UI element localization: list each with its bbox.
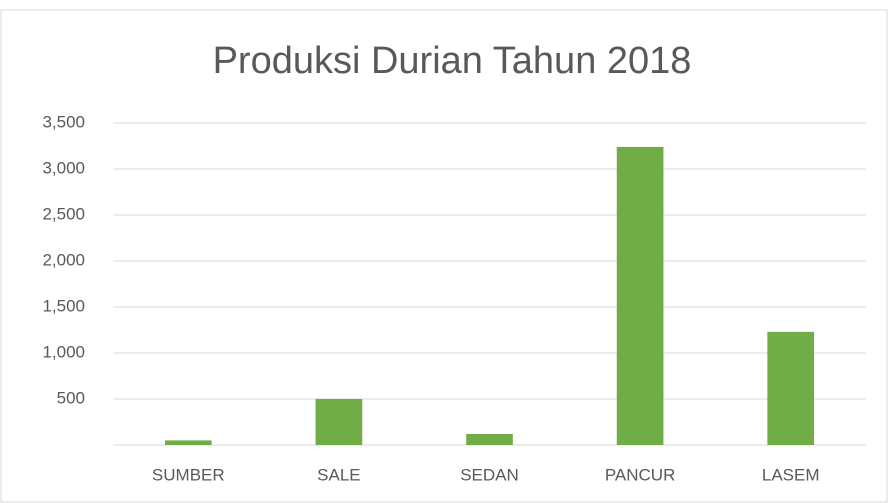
bar <box>466 433 513 445</box>
y-tick-label: 2,500 <box>42 204 85 223</box>
x-tick-label: SEDAN <box>460 465 519 484</box>
y-tick-label: 3,000 <box>42 158 85 177</box>
x-tick-label: SUMBER <box>152 465 225 484</box>
x-tick-label: PANCUR <box>605 465 676 484</box>
bar <box>164 440 212 445</box>
y-tick-label: 1,000 <box>42 342 85 361</box>
chart-title: Produksi Durian Tahun 2018 <box>213 40 692 82</box>
x-tick-label: SALE <box>317 465 360 484</box>
bar <box>767 331 815 445</box>
y-tick-label: 2,000 <box>42 250 85 269</box>
y-tick-label: 500 <box>57 388 85 407</box>
bar <box>616 146 664 446</box>
chart-frame <box>0 9 888 503</box>
x-tick-label: LASEM <box>762 465 820 484</box>
bar <box>315 399 363 445</box>
y-tick-label: 3,500 <box>42 112 85 131</box>
y-tick-label: 1,500 <box>42 296 85 315</box>
